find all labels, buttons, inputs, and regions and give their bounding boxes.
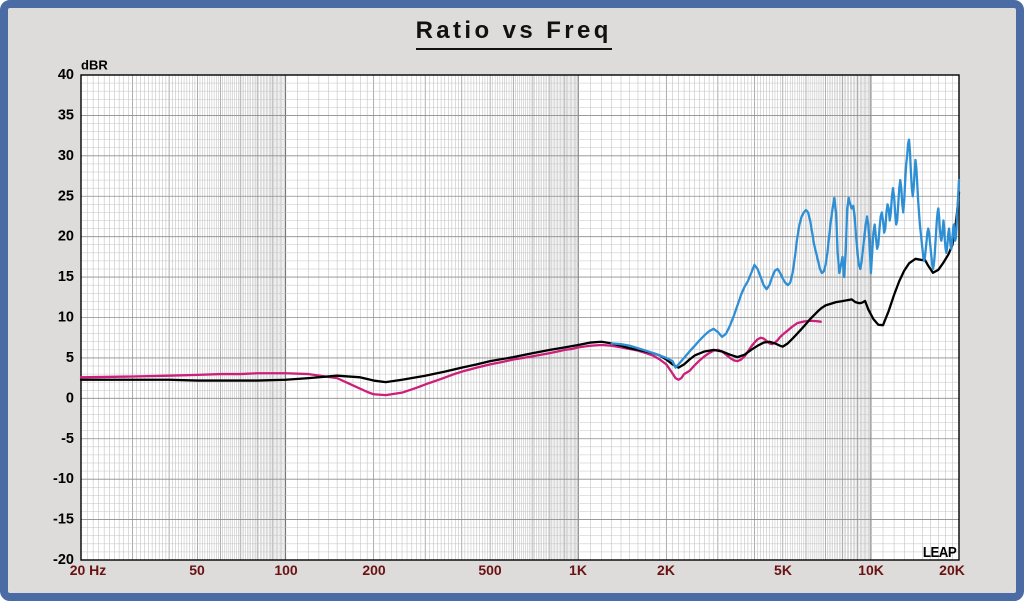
svg-text:-10: -10 — [53, 471, 74, 487]
svg-text:100: 100 — [274, 562, 298, 578]
svg-text:15: 15 — [58, 269, 74, 285]
svg-text:200: 200 — [362, 562, 386, 578]
svg-text:LEAP: LEAP — [923, 543, 957, 560]
svg-text:25: 25 — [58, 188, 74, 204]
svg-text:2K: 2K — [657, 562, 675, 578]
svg-text:dBR: dBR — [81, 58, 108, 73]
svg-text:40: 40 — [58, 67, 74, 83]
svg-text:0: 0 — [66, 390, 74, 406]
svg-text:5K: 5K — [774, 562, 792, 578]
svg-text:50: 50 — [189, 562, 205, 578]
svg-text:20 Hz: 20 Hz — [70, 562, 107, 578]
svg-text:1K: 1K — [569, 562, 587, 578]
svg-text:-5: -5 — [61, 431, 74, 447]
svg-text:5: 5 — [66, 350, 74, 366]
svg-text:500: 500 — [478, 562, 502, 578]
svg-text:-15: -15 — [53, 512, 74, 528]
svg-text:10: 10 — [58, 310, 74, 326]
svg-text:10K: 10K — [858, 562, 884, 578]
svg-text:30: 30 — [58, 148, 74, 164]
svg-text:20K: 20K — [939, 562, 965, 578]
svg-text:20: 20 — [58, 229, 74, 245]
svg-text:35: 35 — [58, 108, 74, 124]
